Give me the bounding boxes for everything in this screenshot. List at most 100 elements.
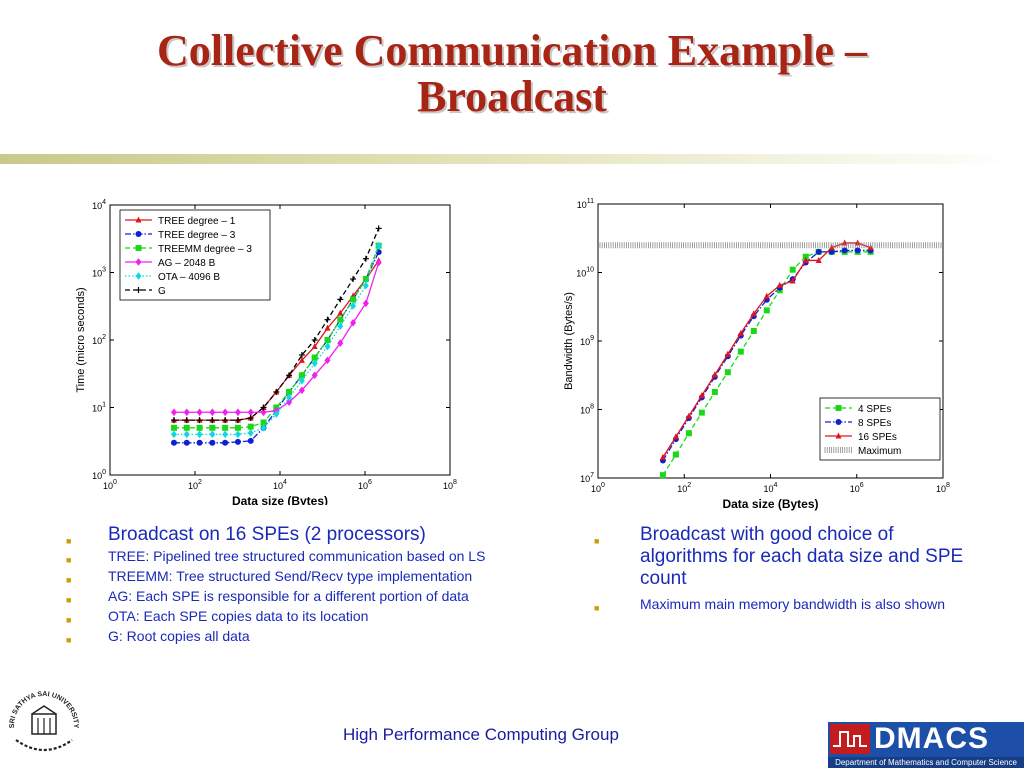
- data-point: [298, 386, 305, 395]
- y-tick-label: 1011: [577, 198, 594, 210]
- data-point: [362, 281, 369, 290]
- data-point: [234, 408, 241, 417]
- bullet-text: TREE: Pipelined tree structured communic…: [108, 548, 486, 564]
- data-point: [247, 429, 254, 437]
- data-point: [260, 408, 267, 417]
- data-point: [724, 369, 731, 376]
- data-point: [659, 472, 666, 479]
- slide-title: Collective Communication Example – Broad…: [0, 28, 1024, 120]
- x-tick-label: 104: [764, 482, 778, 494]
- data-point: [222, 408, 229, 417]
- legend-swatch-marker: [135, 272, 142, 280]
- data-point: [260, 404, 267, 411]
- bullet-text: G: Root copies all data: [108, 628, 250, 644]
- x-axis-label: Data size (Bytes): [232, 494, 328, 505]
- legend-swatch-marker: [835, 405, 842, 411]
- data-point: [222, 439, 229, 446]
- data-point: [763, 307, 770, 314]
- data-point: [260, 419, 267, 426]
- data-point: [711, 389, 718, 396]
- data-point: [802, 256, 809, 263]
- data-point: [802, 253, 809, 260]
- x-tick-label: 102: [677, 482, 691, 494]
- data-point: [350, 276, 357, 283]
- data-point: [659, 453, 666, 460]
- data-point: [350, 296, 357, 303]
- y-axis-label: Bandwidth (Bytes/s): [563, 292, 575, 390]
- data-point: [789, 277, 796, 284]
- data-point: [698, 409, 705, 416]
- data-point: [828, 244, 835, 251]
- data-point: [750, 310, 757, 317]
- y-tick-label: 109: [580, 335, 594, 347]
- data-point: [672, 433, 679, 440]
- data-point: [362, 255, 369, 262]
- slide-title-line2: Broadcast: [417, 72, 607, 121]
- data-point: [286, 372, 293, 379]
- bullet-text: OTA: Each SPE copies data to its locatio…: [108, 608, 369, 624]
- data-point: [375, 225, 382, 232]
- data-point: [337, 339, 344, 347]
- data-point: [337, 309, 344, 316]
- data-point: [841, 247, 848, 254]
- list-item: ■ Broadcast on 16 SPEs (2 processors): [66, 524, 426, 546]
- data-point: [698, 392, 705, 399]
- bullet-text: Maximum main memory bandwidth is also sh…: [640, 596, 945, 612]
- legend-box: [119, 209, 271, 301]
- data-point: [324, 356, 331, 365]
- legend-entry: TREEMM degree – 3: [158, 244, 252, 255]
- data-point: [234, 430, 241, 439]
- data-point: [209, 424, 216, 431]
- data-point: [209, 417, 216, 424]
- data-point: [234, 424, 241, 431]
- data-point: [247, 414, 254, 421]
- data-point: [222, 424, 229, 431]
- data-point: [685, 412, 692, 419]
- footer-group-name: High Performance Computing Group: [343, 725, 619, 744]
- data-point: [209, 430, 216, 439]
- data-point: [685, 430, 692, 437]
- data-point: [183, 408, 190, 417]
- legend-swatch-marker: [835, 419, 842, 425]
- data-point: [222, 417, 229, 424]
- data-point: [196, 424, 203, 431]
- list-item: ■ Broadcast with good choice of algorithm…: [594, 524, 964, 589]
- series-group: [599, 242, 942, 249]
- data-point: [170, 417, 177, 424]
- data-point: [196, 439, 203, 446]
- legend: 4 SPEs 8 SPEs 16 SPEs Maximum: [819, 397, 941, 461]
- title-divider: [0, 154, 1024, 164]
- x-tick-label: 106: [358, 479, 372, 491]
- data-point: [260, 424, 267, 432]
- y-tick-label: 108: [580, 404, 594, 416]
- data-point: [170, 430, 177, 439]
- left-bullet-list: ■ Broadcast on 16 SPEs (2 processors) ■ TR…: [60, 524, 580, 648]
- y-tick-label: 103: [92, 267, 106, 279]
- legend-swatch-marker: [835, 432, 842, 439]
- x-axis-label: Data size (Bytes): [722, 497, 818, 511]
- x-tick-label: 104: [273, 479, 287, 491]
- data-point: [337, 322, 344, 331]
- list-item: ■ TREE: Pipelined tree structured communi…: [66, 548, 486, 565]
- data-point: [815, 248, 822, 255]
- legend-entry: 4 SPEs: [858, 404, 891, 415]
- y-tick-label: 104: [92, 199, 106, 211]
- x-tick-label: 100: [103, 479, 117, 491]
- waveform-icon: [830, 724, 870, 754]
- data-point: [183, 430, 190, 439]
- data-point: [196, 417, 203, 424]
- bullet-text: Broadcast on 16 SPEs (2 processors): [108, 524, 426, 545]
- data-point: [324, 316, 331, 323]
- legend-entry: 16 SPEs: [858, 432, 897, 443]
- data-point: [763, 292, 770, 299]
- data-point: [311, 337, 318, 343]
- series-line: [173, 245, 380, 429]
- data-point: [672, 451, 679, 458]
- series-group: [170, 241, 382, 439]
- list-item: ■ G: Root copies all data: [66, 628, 250, 645]
- bullet-text: AG: Each SPE is responsible for a differ…: [108, 588, 469, 604]
- data-point: [737, 348, 744, 355]
- legend-entry: AG – 2048 B: [158, 258, 216, 269]
- data-point: [828, 248, 835, 255]
- data-point: [273, 410, 280, 418]
